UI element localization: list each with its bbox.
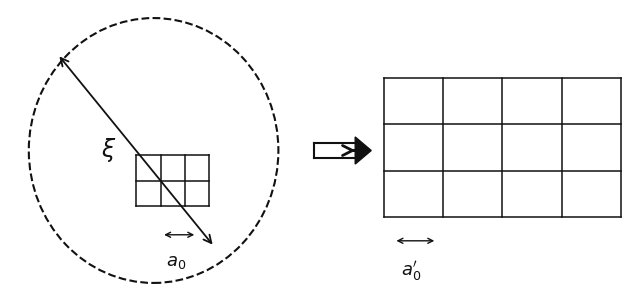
Polygon shape: [355, 137, 371, 164]
Text: $a_0'$: $a_0'$: [401, 259, 422, 283]
Text: $a_0$: $a_0$: [166, 253, 186, 271]
Text: $\xi$: $\xi$: [101, 136, 116, 165]
